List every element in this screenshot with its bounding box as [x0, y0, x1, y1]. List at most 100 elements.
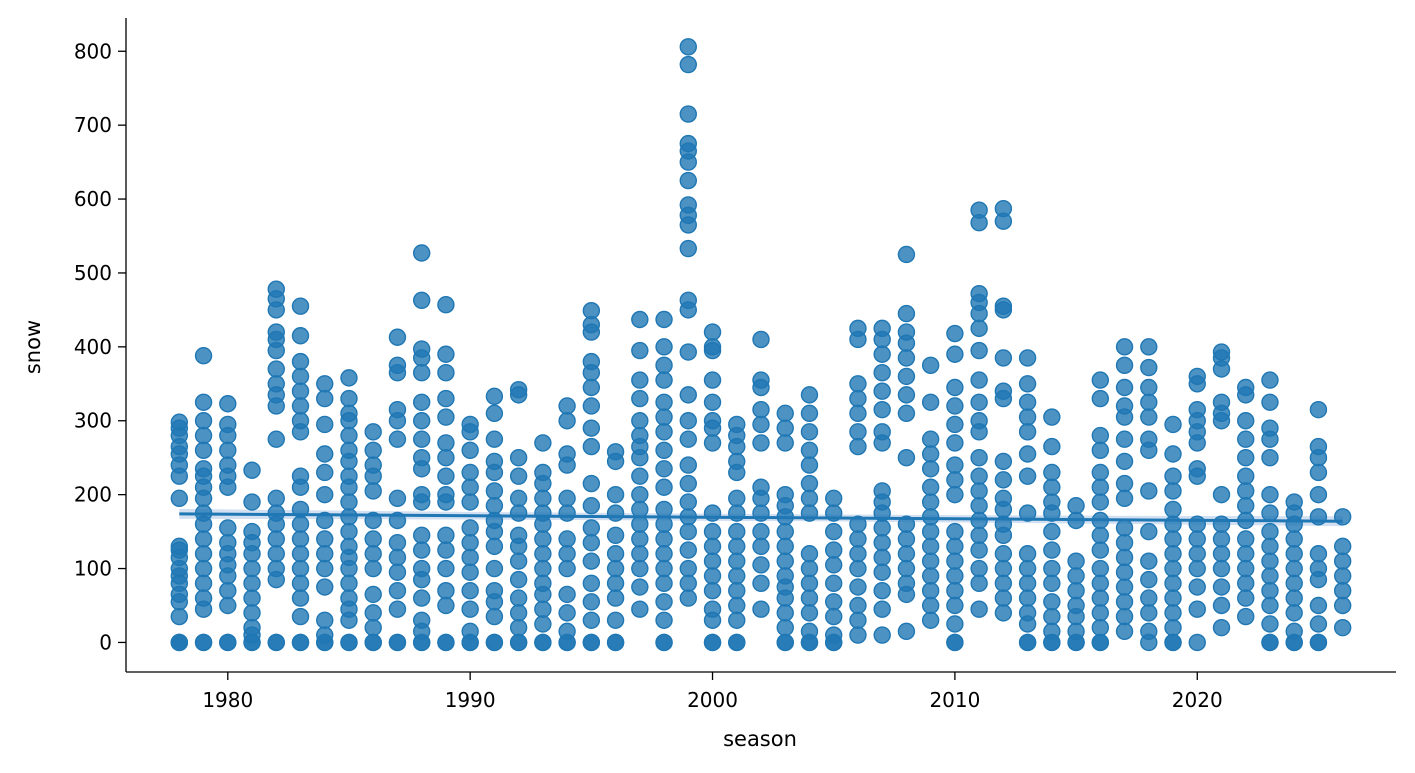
scatter-point	[509, 570, 528, 589]
x-tick-label: 1990	[445, 688, 496, 712]
scatter-point	[606, 504, 625, 522]
scatter-point	[1164, 445, 1182, 463]
scatter-point	[1285, 589, 1303, 607]
scatter-point	[703, 600, 722, 618]
scatter-point	[655, 545, 673, 563]
scatter-point	[679, 171, 697, 190]
scatter-point	[582, 397, 601, 415]
scatter-point	[316, 559, 334, 578]
scatter-point	[509, 633, 528, 652]
scatter-point	[267, 323, 285, 341]
scatter-point	[800, 423, 819, 441]
scatter-point	[1237, 530, 1255, 548]
scatter-point	[800, 474, 819, 493]
scatter-point	[1043, 522, 1061, 541]
scatter-point	[631, 578, 649, 596]
scatter-point	[946, 567, 964, 585]
scatter-point	[1164, 467, 1182, 485]
scatter-point	[388, 328, 407, 346]
scatter-point	[485, 633, 504, 652]
scatter-point	[243, 589, 261, 607]
scatter-point	[534, 574, 552, 593]
scatter-point	[1140, 338, 1158, 356]
scatter-point	[340, 574, 358, 593]
scatter-point	[728, 537, 746, 556]
scatter-point	[291, 297, 310, 315]
scatter-point	[655, 393, 673, 411]
scatter-point	[752, 574, 770, 593]
scatter-point	[340, 633, 358, 652]
scatter-point	[679, 105, 697, 123]
scatter-point	[849, 404, 867, 423]
scatter-point	[1309, 633, 1328, 652]
scatter-point	[849, 389, 867, 408]
scatter-point	[219, 533, 237, 552]
y-tick-label: 200	[74, 483, 112, 507]
scatter-point	[776, 618, 794, 637]
scatter-point	[679, 38, 697, 56]
scatter-point	[1164, 530, 1182, 548]
scatter-point	[243, 493, 261, 511]
scatter-point	[267, 430, 285, 448]
scatter-point	[752, 522, 770, 541]
scatter-point	[582, 611, 601, 629]
scatter-point	[291, 574, 310, 593]
scatter-point	[703, 522, 722, 541]
scatter-point	[364, 633, 382, 652]
scatter-point	[655, 633, 673, 652]
scatter-point	[655, 423, 673, 441]
scatter-point	[364, 545, 382, 563]
scatter-point	[509, 448, 528, 467]
scatter-point	[1309, 400, 1328, 419]
scatter-point	[388, 533, 407, 552]
scatter-point	[849, 437, 867, 456]
scatter-point	[1261, 537, 1279, 556]
scatter-point	[679, 559, 697, 578]
scatter-point	[849, 515, 867, 533]
scatter-point	[752, 478, 770, 496]
scatter-point	[1018, 633, 1037, 652]
scatter-point	[1333, 618, 1352, 637]
scatter-point	[243, 522, 261, 541]
scatter-point	[825, 541, 843, 559]
scatter-point	[1261, 393, 1279, 411]
scatter-point	[631, 530, 649, 548]
scatter-point	[970, 526, 988, 544]
scatter-point	[679, 456, 697, 474]
scatter-point	[1212, 343, 1231, 361]
scatter-point	[340, 389, 358, 408]
scatter-point	[219, 596, 237, 615]
scatter-point	[873, 364, 891, 382]
scatter-point	[485, 482, 504, 500]
scatter-point	[776, 419, 794, 437]
scatter-point	[800, 489, 819, 508]
scatter-point	[800, 545, 819, 563]
scatter-point	[1237, 559, 1255, 578]
scatter-point	[946, 378, 964, 397]
scatter-point	[970, 574, 988, 593]
scatter-point	[1091, 463, 1110, 482]
scatter-point	[897, 323, 916, 341]
scatter-point	[849, 530, 867, 548]
scatter-point	[558, 530, 576, 548]
scatter-point	[219, 441, 237, 460]
scatter-point	[825, 626, 843, 644]
scatter-point	[849, 578, 867, 596]
scatter-point	[316, 389, 334, 408]
scatter-point	[291, 352, 310, 371]
scatter-point	[1091, 493, 1110, 511]
scatter-point	[921, 522, 940, 541]
scatter-point	[606, 633, 625, 652]
scatter-point	[1237, 545, 1255, 563]
scatter-point	[1309, 437, 1328, 456]
y-tick-label: 500	[74, 261, 112, 285]
scatter-point	[631, 600, 649, 618]
scatter-point	[1164, 559, 1182, 578]
scatter-point	[461, 478, 479, 496]
scatter-point	[873, 548, 891, 567]
scatter-point	[1115, 430, 1134, 448]
scatter-point	[267, 360, 285, 378]
scatter-point	[655, 515, 673, 533]
scatter-point	[703, 537, 722, 556]
scatter-point	[582, 552, 601, 570]
